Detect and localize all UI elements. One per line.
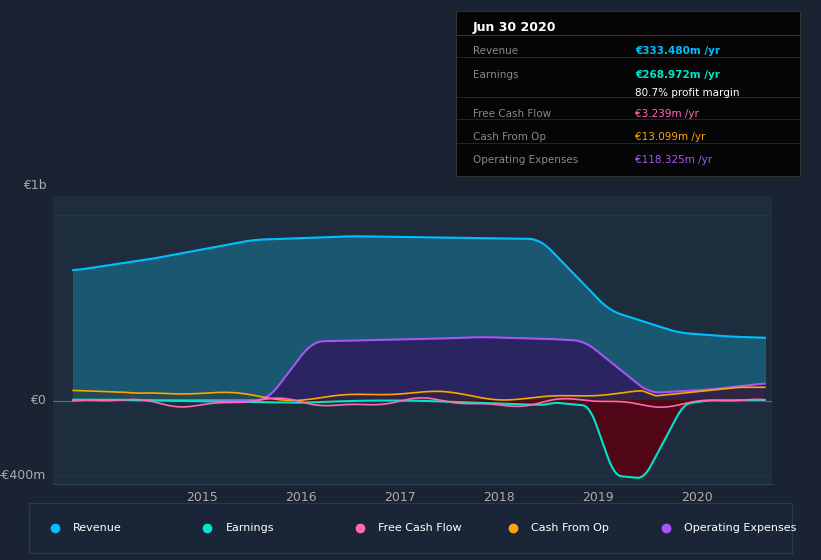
Text: 80.7% profit margin: 80.7% profit margin: [635, 88, 740, 98]
Text: €1b: €1b: [22, 179, 46, 192]
Text: Operating Expenses: Operating Expenses: [473, 155, 578, 165]
Text: €0: €0: [30, 394, 46, 407]
Text: Earnings: Earnings: [226, 523, 274, 533]
Text: Operating Expenses: Operating Expenses: [684, 523, 796, 533]
Text: €118.325m /yr: €118.325m /yr: [635, 155, 712, 165]
Text: Free Cash Flow: Free Cash Flow: [473, 109, 551, 119]
Text: €268.972m /yr: €268.972m /yr: [635, 70, 720, 80]
Text: €3.239m /yr: €3.239m /yr: [635, 109, 699, 119]
Text: Revenue: Revenue: [73, 523, 122, 533]
Text: Cash From Op: Cash From Op: [473, 132, 546, 142]
Text: -€400m: -€400m: [0, 469, 46, 482]
Text: Jun 30 2020: Jun 30 2020: [473, 21, 557, 34]
Text: €333.480m /yr: €333.480m /yr: [635, 46, 720, 56]
Text: Cash From Op: Cash From Op: [531, 523, 609, 533]
Text: Revenue: Revenue: [473, 46, 518, 56]
Text: €13.099m /yr: €13.099m /yr: [635, 132, 705, 142]
Text: Free Cash Flow: Free Cash Flow: [378, 523, 462, 533]
Text: Earnings: Earnings: [473, 70, 518, 80]
